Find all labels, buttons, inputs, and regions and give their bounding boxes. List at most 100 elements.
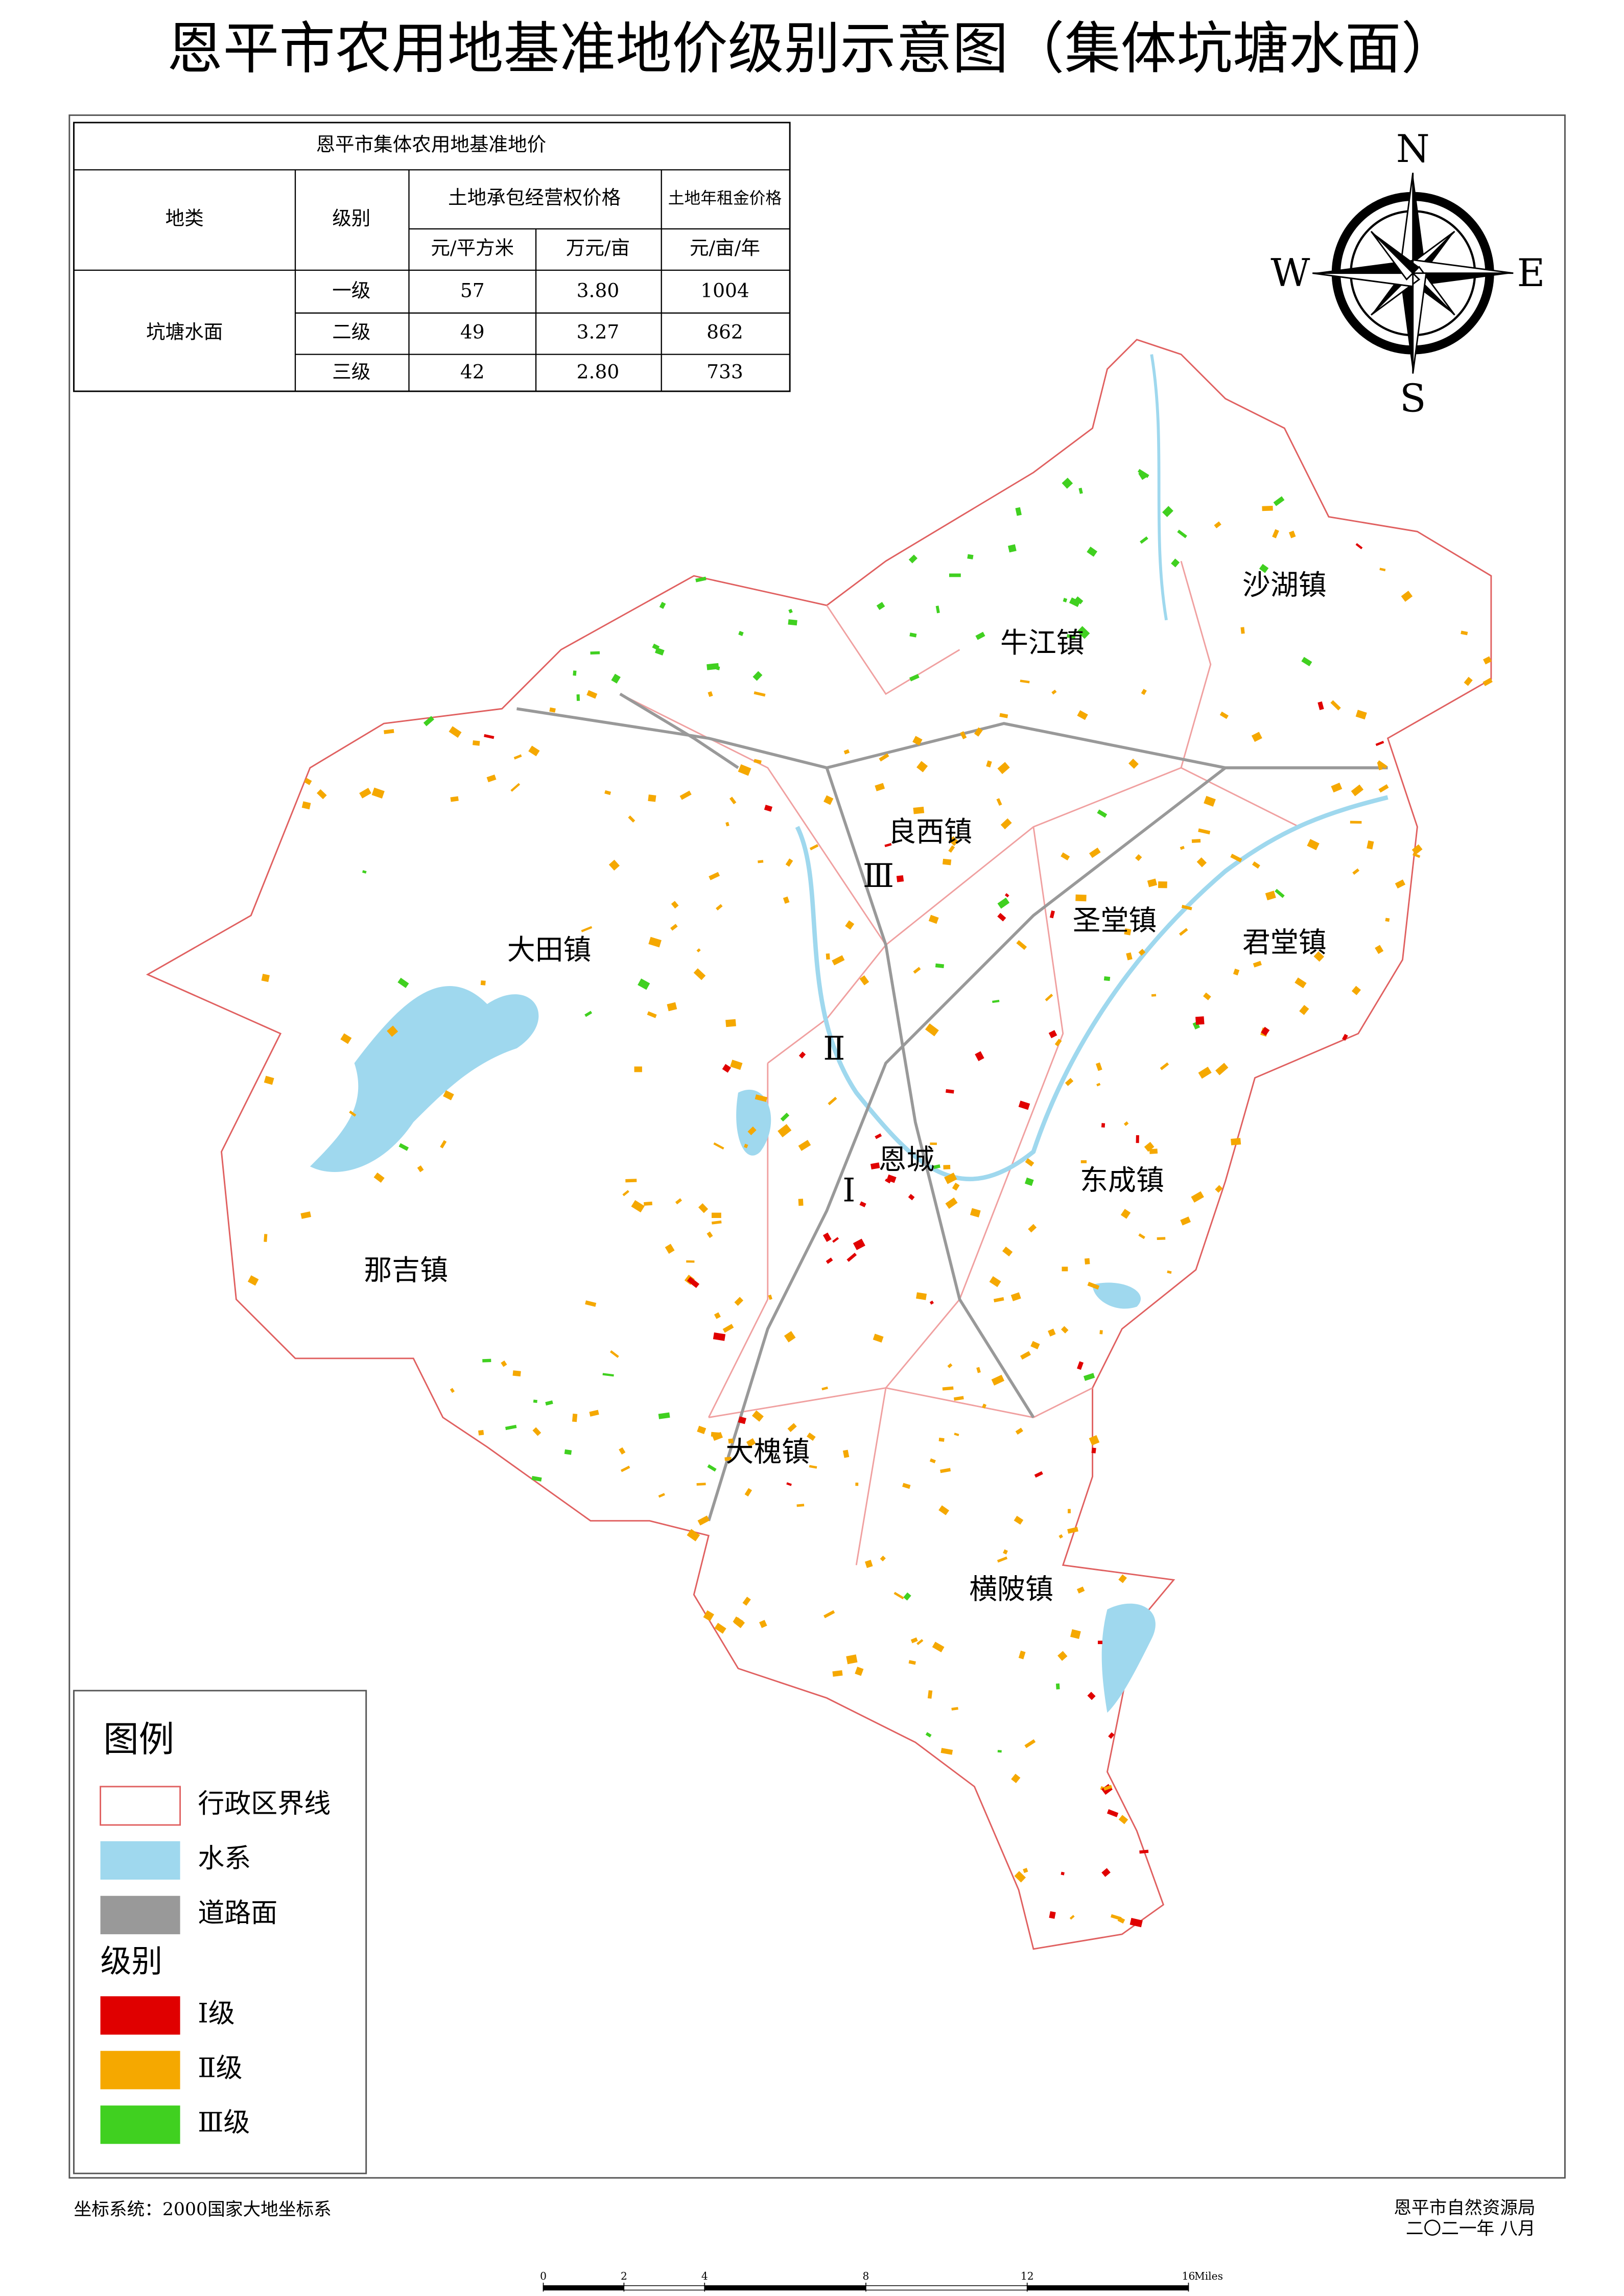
- land-parcel: [879, 753, 889, 762]
- land-parcel: [1179, 928, 1188, 936]
- zone-label: Ⅰ: [842, 1172, 855, 1209]
- land-parcel: [576, 694, 580, 701]
- table-cell: 733: [707, 361, 743, 383]
- land-parcel: [916, 1639, 924, 1645]
- table-cell: 元/平方米: [431, 237, 514, 259]
- land-parcel: [1010, 1292, 1021, 1301]
- land-parcel: [586, 690, 598, 699]
- land-parcel: [1140, 536, 1148, 544]
- land-parcel: [1078, 487, 1083, 494]
- land-parcel: [724, 1457, 732, 1461]
- land-parcel: [996, 798, 1002, 806]
- land-parcel: [933, 1164, 940, 1169]
- land-parcel: [908, 554, 918, 564]
- land-parcel: [622, 1190, 629, 1197]
- land-parcel: [1273, 496, 1285, 506]
- land-parcel: [638, 978, 650, 990]
- land-parcel: [1025, 1158, 1034, 1167]
- land-parcel: [1160, 1062, 1169, 1070]
- table-cell: 元/亩/年: [690, 237, 760, 259]
- land-parcel: [1067, 634, 1076, 639]
- land-parcel: [1061, 852, 1070, 861]
- land-parcel: [1351, 986, 1361, 995]
- land-parcel: [631, 1200, 645, 1213]
- land-parcel: [1016, 940, 1027, 950]
- land-parcel: [679, 790, 692, 800]
- land-parcel: [798, 1140, 811, 1151]
- scale-segment: [623, 2285, 705, 2291]
- land-parcel: [1028, 1224, 1037, 1233]
- land-parcel: [512, 1370, 521, 1377]
- land-parcel: [1177, 529, 1187, 538]
- land-parcel: [1063, 598, 1068, 603]
- table-cell: 坑塘水面: [146, 321, 223, 343]
- land-parcel: [658, 1493, 665, 1498]
- land-parcel: [751, 1410, 764, 1422]
- land-parcel: [903, 1592, 911, 1601]
- date: 二〇二一年 八月: [1406, 2218, 1536, 2239]
- legend-swatch: [100, 1841, 180, 1880]
- land-parcel: [940, 1468, 951, 1473]
- land-parcel: [647, 1011, 657, 1018]
- land-parcel: [423, 716, 434, 727]
- legend-label: 行政区界线: [198, 1789, 331, 1819]
- land-parcel: [1058, 1534, 1063, 1539]
- land-parcel: [1048, 1030, 1057, 1039]
- land-parcel: [935, 605, 940, 614]
- land-parcel: [349, 1110, 357, 1117]
- land-parcel: [1137, 468, 1149, 478]
- land-parcel: [758, 860, 764, 863]
- land-parcel: [1375, 945, 1384, 954]
- land-parcel: [1091, 1447, 1096, 1454]
- land-parcel: [1123, 1121, 1129, 1127]
- land-parcel: [759, 1620, 767, 1628]
- land-parcel: [264, 1075, 274, 1085]
- compass-letter: S: [1400, 376, 1426, 421]
- compass-point: [1399, 273, 1413, 374]
- land-parcel: [1065, 1077, 1074, 1086]
- land-parcel: [1355, 710, 1367, 720]
- land-parcel: [1023, 1867, 1028, 1873]
- land-parcel: [1118, 1815, 1128, 1824]
- land-parcel: [947, 1363, 953, 1368]
- land-parcel: [949, 573, 961, 577]
- land-parcel: [1252, 861, 1260, 869]
- land-parcel: [913, 967, 921, 974]
- place-label: 东成镇: [1080, 1164, 1164, 1197]
- land-parcel: [859, 975, 869, 986]
- land-parcel: [398, 1143, 409, 1151]
- land-parcel: [1075, 894, 1087, 902]
- place-label: 沙湖镇: [1242, 569, 1327, 601]
- land-parcel: [902, 1483, 911, 1489]
- land-parcel: [1395, 879, 1406, 889]
- land-parcel: [798, 1051, 806, 1059]
- land-parcel: [754, 691, 766, 697]
- organization: 恩平市自然资源局: [1394, 2198, 1535, 2218]
- land-parcel: [1253, 960, 1262, 968]
- land-parcel: [625, 1179, 637, 1183]
- land-parcel: [1049, 910, 1055, 919]
- compass-letter: N: [1396, 126, 1430, 171]
- table-frame: [73, 122, 791, 392]
- legend-swatch: [100, 2105, 180, 2144]
- table-cell: 级别: [332, 207, 370, 229]
- coordinate-note: 坐标系统：2000国家大地坐标系: [74, 2199, 332, 2220]
- land-parcel: [1030, 1341, 1040, 1350]
- land-parcel: [1129, 1917, 1143, 1928]
- place-label: 大槐镇: [725, 1436, 810, 1468]
- land-parcel: [304, 778, 312, 785]
- land-parcel: [1049, 1911, 1056, 1919]
- land-parcel: [1061, 1326, 1069, 1334]
- land-parcel: [1051, 689, 1057, 695]
- legend-label: Ⅲ级: [198, 2107, 250, 2138]
- land-parcel: [785, 858, 793, 867]
- land-parcel: [948, 845, 955, 853]
- land-parcel: [450, 796, 459, 802]
- land-parcel: [754, 759, 762, 764]
- land-parcel: [729, 796, 737, 805]
- land-parcel: [482, 1358, 491, 1363]
- land-parcel: [696, 1483, 706, 1486]
- table-cell: 57: [460, 279, 485, 302]
- land-parcel: [1367, 840, 1374, 850]
